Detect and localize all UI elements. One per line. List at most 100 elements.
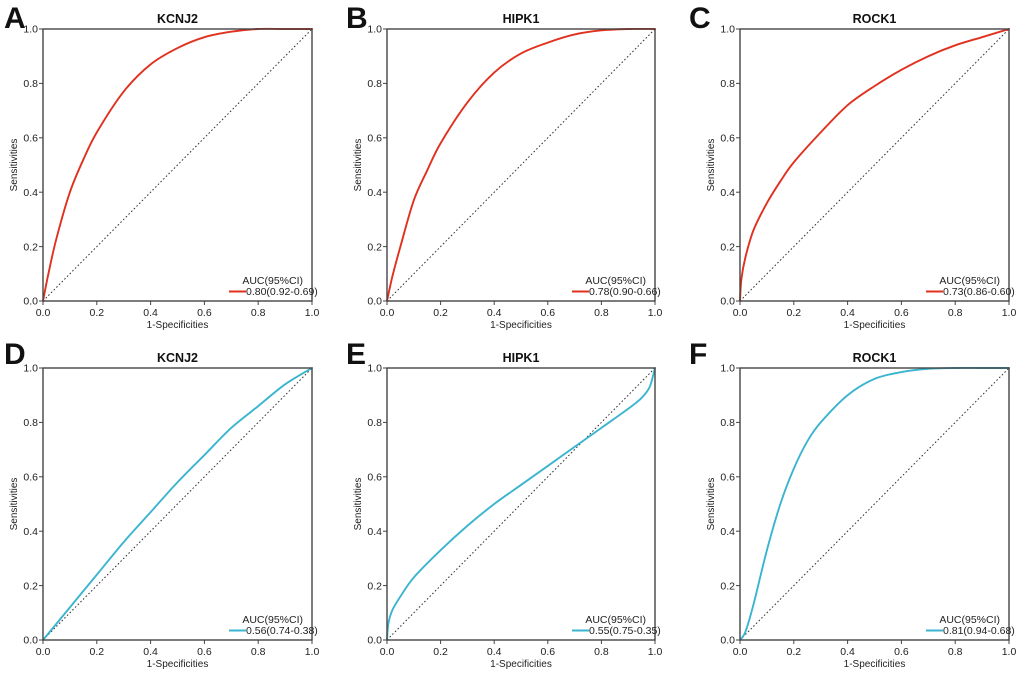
y-tick-label: 0.8 xyxy=(23,78,38,90)
panel-title: HIPK1 xyxy=(503,12,540,26)
y-tick-label: 0.0 xyxy=(23,296,38,308)
x-axis-label: 1-Specificities xyxy=(490,320,552,331)
panel-title: KCNJ2 xyxy=(157,351,198,365)
panel-title: ROCK1 xyxy=(853,12,897,26)
x-tick-label: 1.0 xyxy=(648,646,663,658)
x-tick-label: 0.0 xyxy=(36,646,51,658)
reference-diagonal-line xyxy=(739,28,1010,302)
y-tick-label: 1.0 xyxy=(23,24,38,36)
x-tick-label: 0.4 xyxy=(487,646,502,658)
reference-diagonal-line xyxy=(42,28,313,302)
legend-title: AUC(95%CI) xyxy=(242,275,303,287)
x-axis-label: 1-Specificities xyxy=(490,659,552,670)
y-tick-label: 0.6 xyxy=(23,472,38,484)
x-tick-label: 0.8 xyxy=(594,307,609,319)
y-tick-label: 0.8 xyxy=(720,78,735,90)
x-tick-label: 0.6 xyxy=(894,307,909,319)
roc-panel-e: E HIPK1 0.0 0.2 0.4 0.6 0.8 1.0 0.0 0.2 0.4 0.6 0.8 1… xyxy=(346,338,662,670)
reference-diagonal-line xyxy=(42,367,313,641)
y-tick-label: 0.4 xyxy=(367,187,382,199)
x-axis-label: 1-Specificities xyxy=(147,320,209,331)
x-tick-label: 0.6 xyxy=(540,307,555,319)
legend-title: AUC(95%CI) xyxy=(585,614,646,626)
panel-letter: B xyxy=(346,2,368,35)
roc-curve xyxy=(42,367,313,641)
x-axis-label: 1-Specificities xyxy=(844,659,906,670)
y-tick-label: 0.0 xyxy=(720,635,735,647)
x-tick-label: 0.6 xyxy=(540,646,555,658)
legend-label: 0.78(0.90-0.66) xyxy=(589,286,661,298)
y-tick-label: 0.6 xyxy=(720,133,735,145)
legend-title: AUC(95%CI) xyxy=(939,275,1000,287)
y-tick-label: 0.6 xyxy=(367,133,382,145)
x-tick-label: 0.4 xyxy=(840,307,855,319)
roc-curve xyxy=(386,367,656,641)
y-tick-label: 0.8 xyxy=(367,78,382,90)
panel-letter: C xyxy=(689,2,711,35)
y-axis-label: Sensitivities xyxy=(706,139,717,192)
panel-title: KCNJ2 xyxy=(157,12,198,26)
reference-diagonal-line xyxy=(386,28,656,302)
x-tick-label: 0.2 xyxy=(89,646,104,658)
plot-frame xyxy=(386,367,656,641)
roc-panel-b: B HIPK1 0.0 0.2 0.4 0.6 0.8 1.0 0.0 0.2 0.4 0.6 0.8 1… xyxy=(346,2,662,331)
plot-frame xyxy=(42,367,313,641)
legend: AUC(95%CI)0.80(0.92-0.69) xyxy=(229,275,318,298)
y-tick-label: 0.4 xyxy=(367,526,382,538)
x-tick-label: 0.4 xyxy=(487,307,502,319)
y-axis-label: Sensitivities xyxy=(353,478,364,531)
x-tick-label: 0.8 xyxy=(948,307,963,319)
y-tick-label: 0.0 xyxy=(367,635,382,647)
panel-letter: D xyxy=(4,338,26,371)
x-tick-label: 0.2 xyxy=(433,646,448,658)
x-tick-label: 0.0 xyxy=(733,646,748,658)
y-tick-label: 0.8 xyxy=(23,417,38,429)
x-tick-label: 0.0 xyxy=(733,307,748,319)
y-tick-label: 0.6 xyxy=(720,472,735,484)
roc-panel-c: C ROCK1 0.0 0.2 0.4 0.6 0.8 1.0 0.0 0.2 0.4 0.6 0.8 1… xyxy=(689,2,1016,331)
y-axis-label: Sensitivities xyxy=(9,478,20,531)
y-tick-label: 0.4 xyxy=(23,526,38,538)
x-tick-label: 1.0 xyxy=(305,307,320,319)
y-tick-label: 1.0 xyxy=(23,363,38,375)
y-tick-label: 0.8 xyxy=(720,417,735,429)
y-tick-label: 0.6 xyxy=(23,133,38,145)
legend: AUC(95%CI)0.81(0.94-0.68) xyxy=(926,614,1015,637)
y-tick-label: 0.4 xyxy=(720,526,735,538)
y-axis-label: Sensitivities xyxy=(706,478,717,531)
plot-frame xyxy=(739,28,1010,302)
x-tick-label: 0.0 xyxy=(36,307,51,319)
x-tick-label: 1.0 xyxy=(305,646,320,658)
y-axis-label: Sensitivities xyxy=(353,139,364,192)
reference-diagonal-line xyxy=(386,367,656,641)
legend-title: AUC(95%CI) xyxy=(939,614,1000,626)
y-tick-label: 1.0 xyxy=(720,363,735,375)
legend-title: AUC(95%CI) xyxy=(585,275,646,287)
roc-curve xyxy=(386,27,656,302)
x-tick-label: 0.6 xyxy=(197,307,212,319)
plot-frame xyxy=(386,28,656,302)
x-tick-label: 1.0 xyxy=(648,307,663,319)
x-tick-label: 0.2 xyxy=(89,307,104,319)
panel-letter: E xyxy=(346,338,366,371)
y-tick-label: 0.2 xyxy=(720,580,735,592)
y-tick-label: 0.0 xyxy=(23,635,38,647)
y-axis-label: Sensitivities xyxy=(9,139,20,192)
legend: AUC(95%CI)0.73(0.86-0.60) xyxy=(926,275,1015,298)
reference-diagonal-line xyxy=(739,367,1010,641)
x-tick-label: 0.2 xyxy=(433,307,448,319)
panel-letter: F xyxy=(689,338,707,371)
y-tick-label: 0.0 xyxy=(367,296,382,308)
x-tick-label: 0.8 xyxy=(251,307,266,319)
legend-label: 0.81(0.94-0.68) xyxy=(943,625,1015,637)
legend-label: 0.73(0.86-0.60) xyxy=(943,286,1015,298)
y-tick-label: 0.4 xyxy=(720,187,735,199)
y-tick-label: 0.4 xyxy=(23,187,38,199)
y-tick-label: 0.8 xyxy=(367,417,382,429)
legend: AUC(95%CI)0.78(0.90-0.66) xyxy=(572,275,661,298)
y-tick-label: 0.2 xyxy=(23,580,38,592)
x-tick-label: 1.0 xyxy=(1002,307,1017,319)
x-tick-label: 0.8 xyxy=(948,646,963,658)
